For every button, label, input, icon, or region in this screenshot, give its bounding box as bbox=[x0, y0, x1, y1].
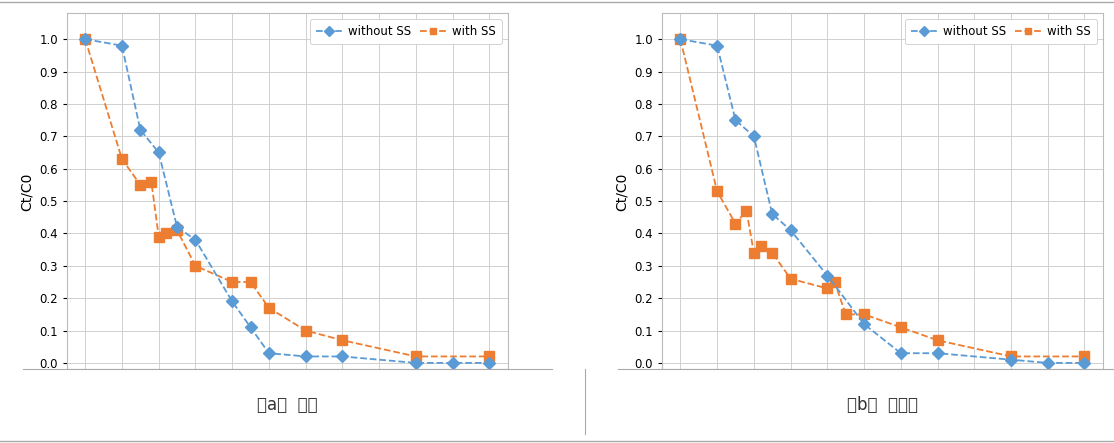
Y-axis label: Ct/C0: Ct/C0 bbox=[20, 172, 33, 210]
Text: （b）  톨루엔: （b） 톨루엔 bbox=[847, 396, 918, 414]
Legend: without SS, with SS: without SS, with SS bbox=[310, 19, 501, 44]
X-axis label: Time(hr): Time(hr) bbox=[254, 397, 321, 411]
Text: （a）  벤젠: （a） 벤젠 bbox=[257, 396, 317, 414]
Legend: without SS, with SS: without SS, with SS bbox=[905, 19, 1097, 44]
Y-axis label: Ct/C0: Ct/C0 bbox=[615, 172, 628, 210]
X-axis label: Time(hr): Time(hr) bbox=[849, 397, 916, 411]
